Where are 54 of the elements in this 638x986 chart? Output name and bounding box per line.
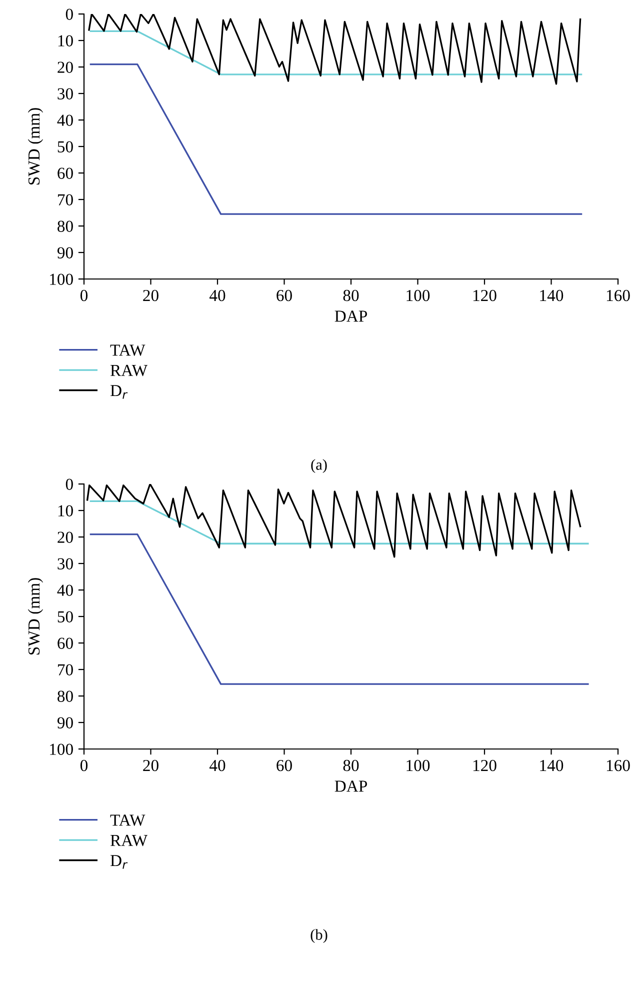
text: (b) (310, 929, 328, 943)
y-tick-label: 0 (66, 8, 73, 20)
y-tick-label: 70 (58, 664, 73, 676)
y-tick-label: 20 (58, 532, 73, 543)
text: (a) (311, 459, 327, 473)
y-tick-label: 10 (58, 35, 73, 46)
x-tick-label: 100 (406, 290, 430, 302)
y-tick-label: 60 (58, 638, 73, 649)
y-tick-label: 30 (58, 558, 73, 570)
x-tick-label: 120 (473, 760, 496, 772)
x-axis-title: DAP (334, 310, 368, 322)
y-tick-label: 0 (66, 478, 73, 490)
x-tick-label: 140 (540, 290, 564, 302)
y-tick-label: 30 (58, 88, 73, 100)
y-tick-label: 80 (58, 690, 73, 702)
x-tick-label: 20 (143, 290, 158, 302)
line-series (86, 484, 582, 558)
legend-label: D$_{r}$ (110, 385, 128, 399)
y-tick-label: 60 (58, 168, 73, 179)
x-tick-label: 40 (209, 760, 226, 772)
y-tick-label: 80 (58, 220, 73, 232)
x-tick-label: 80 (343, 760, 359, 772)
y-tick-label: 90 (57, 717, 73, 728)
x-tick-label: 60 (276, 760, 292, 772)
y-tick-label: 100 (50, 274, 73, 285)
y-tick-label: 40 (57, 114, 73, 126)
x-axis-title: DAP (334, 780, 368, 792)
line-series (88, 14, 582, 85)
x-tick-label: 80 (343, 290, 359, 302)
y-axis-title: SWD (mm) (28, 108, 44, 184)
x-tick-label: 0 (80, 290, 88, 302)
x-tick-label: 20 (143, 760, 158, 772)
x-tick-label: 120 (473, 290, 496, 302)
legend-label: D$_{r}$ (110, 855, 128, 869)
y-tick-label: 100 (50, 744, 73, 755)
x-tick-label: 140 (540, 760, 564, 772)
y-tick-label: 50 (58, 141, 73, 152)
x-tick-label: 160 (606, 290, 630, 302)
y-axis-title: SWD (mm) (28, 578, 44, 654)
y-tick-label: 20 (58, 62, 73, 73)
y-tick-label: 40 (57, 584, 73, 596)
x-tick-label: 40 (209, 290, 226, 302)
x-tick-label: 160 (606, 760, 630, 772)
y-tick-label: 90 (57, 247, 73, 258)
legend-label: TAW (110, 814, 146, 826)
x-tick-label: 100 (406, 760, 430, 772)
legend-label: RAW (110, 834, 148, 846)
x-tick-label: 60 (276, 290, 292, 302)
y-tick-label: 50 (58, 611, 73, 622)
y-tick-label: 70 (58, 194, 73, 206)
legend-label: RAW (110, 364, 148, 376)
y-tick-label: 10 (58, 505, 73, 516)
legend-label: TAW (110, 344, 146, 356)
x-tick-label: 0 (80, 760, 88, 772)
